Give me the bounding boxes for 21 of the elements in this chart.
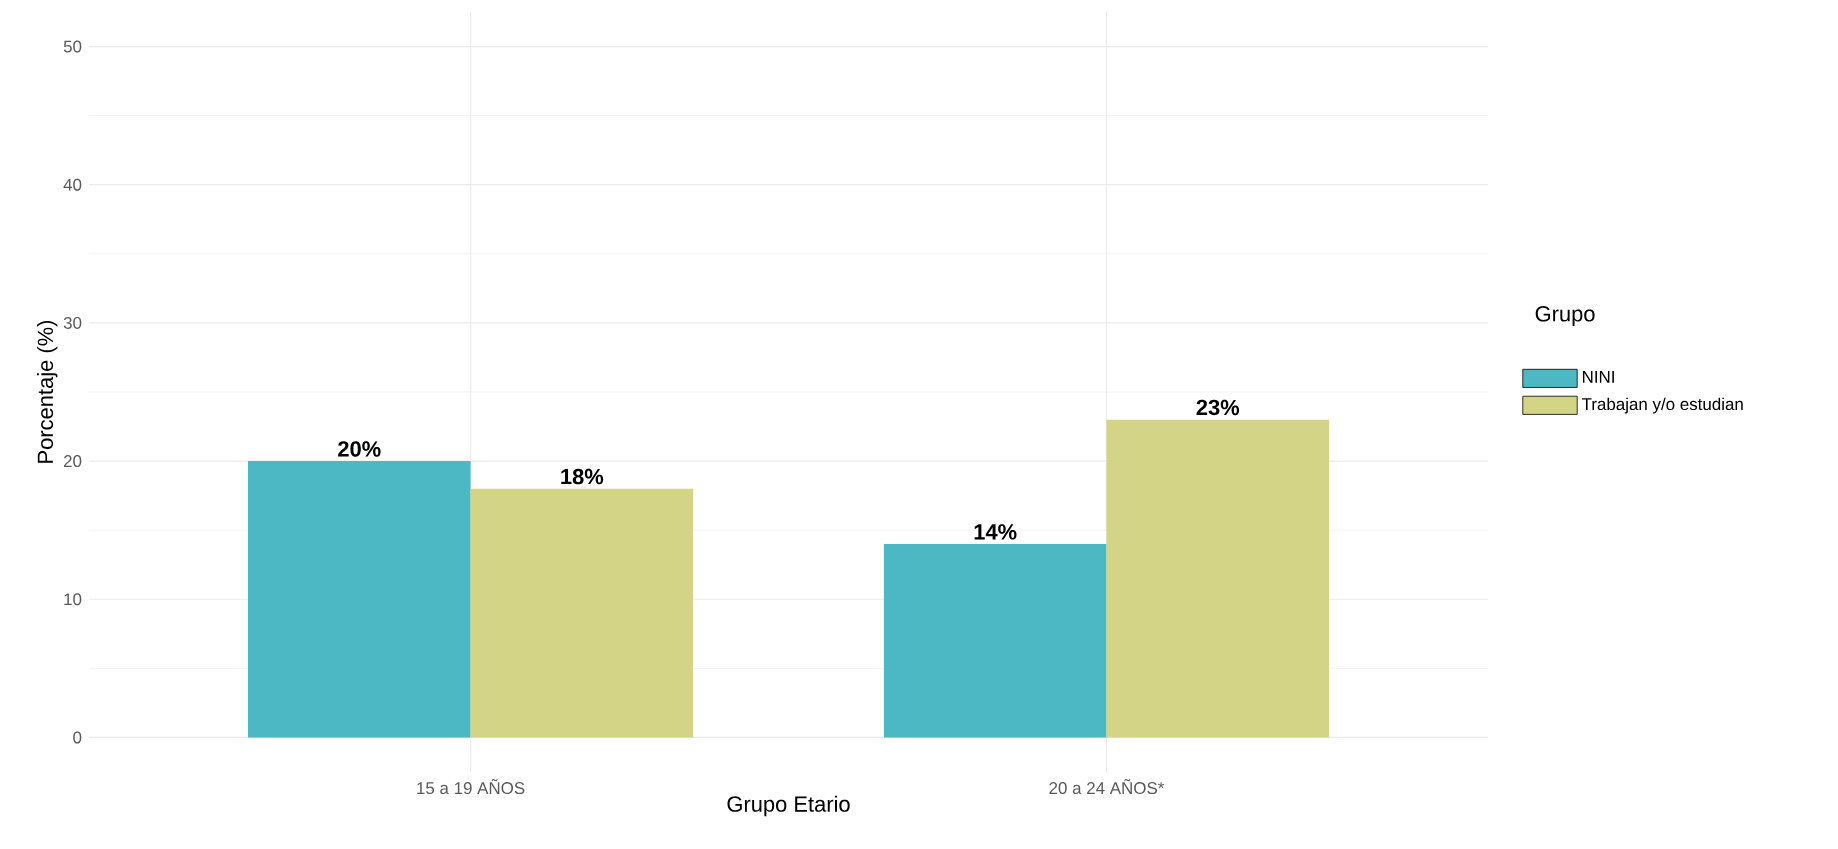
bar bbox=[1106, 419, 1330, 738]
data-label: 18% bbox=[561, 468, 604, 485]
x-axis-title: Grupo Etario bbox=[727, 795, 850, 817]
legend-label: NINI bbox=[1582, 371, 1614, 383]
y-tick-label: 50 bbox=[63, 40, 82, 53]
data-label: 14% bbox=[974, 524, 1017, 540]
x-tick-label: 15 a 19 AÑOS bbox=[417, 779, 525, 795]
legend-title: Grupo bbox=[1535, 306, 1595, 326]
y-tick-label: 20 bbox=[63, 455, 82, 468]
data-label: 20% bbox=[338, 441, 381, 457]
y-tick-label: 40 bbox=[63, 178, 82, 191]
x-tick-label: 20 a 24 AÑOS* bbox=[1049, 779, 1165, 795]
y-tick-label: 30 bbox=[63, 316, 82, 329]
bar bbox=[470, 488, 694, 738]
bar bbox=[883, 544, 1107, 738]
y-tick-label: 10 bbox=[64, 593, 82, 606]
bar bbox=[247, 461, 471, 738]
y-axis-title: Porcentaje (%) bbox=[37, 320, 58, 463]
legend-label: Trabajan y/o estudian bbox=[1581, 397, 1743, 414]
y-tick-label: 0 bbox=[73, 731, 82, 744]
data-label: 23% bbox=[1196, 399, 1240, 416]
